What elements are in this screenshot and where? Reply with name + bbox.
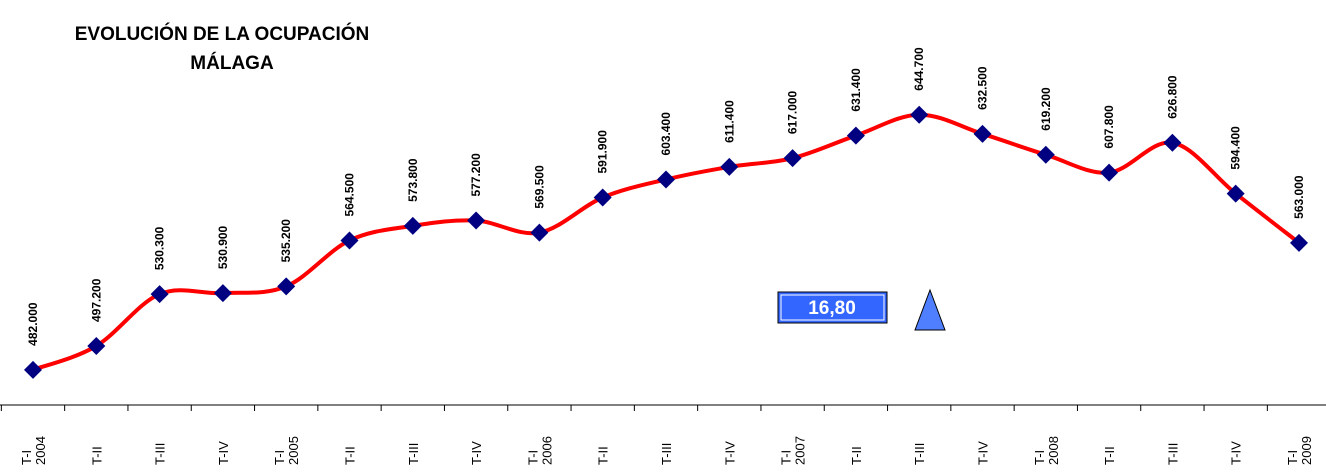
- data-label: 530.300: [153, 226, 167, 270]
- data-label: 564.500: [343, 173, 357, 217]
- annotation: 16,80: [808, 298, 856, 319]
- x-tick-label: T-IV: [1229, 441, 1244, 465]
- chart-subtitle: MÁLAGA: [190, 52, 274, 74]
- marker: [1226, 184, 1245, 203]
- marker: [783, 149, 802, 168]
- x-tick-label: T-III: [406, 443, 421, 465]
- x-tick-label: T-III: [1165, 443, 1180, 465]
- marker: [150, 285, 169, 304]
- marker: [1163, 133, 1182, 152]
- marker: [973, 124, 992, 143]
- marker: [1100, 163, 1119, 182]
- annotation-box-inner: [780, 294, 885, 321]
- data-label: 594.400: [1229, 126, 1243, 170]
- x-tick-label: T-I2007: [779, 436, 808, 465]
- data-label: 563.000: [1292, 175, 1306, 219]
- data-label: 626.800: [1165, 75, 1179, 119]
- marker: [277, 277, 296, 296]
- x-tick-label: T-I2005: [272, 436, 301, 465]
- x-tick-label: T-IV: [469, 441, 484, 465]
- marker: [467, 211, 486, 230]
- data-label: 631.400: [849, 68, 863, 112]
- marker: [213, 284, 232, 303]
- x-tick-label: T-I2004: [19, 436, 48, 465]
- data-label: 497.200: [89, 278, 103, 322]
- x-tick-label: T-IV: [216, 441, 231, 465]
- marker: [846, 126, 865, 145]
- triangle-icon: [914, 288, 946, 331]
- data-label: 632.500: [976, 66, 990, 110]
- x-tick-label: T-II: [1102, 446, 1117, 465]
- annotation-box: [777, 291, 888, 324]
- x-tick-label: T-IV: [976, 441, 991, 465]
- x-tick-label: T-II: [596, 446, 611, 465]
- data-label: 535.200: [279, 219, 293, 263]
- x-tick-label: T-II: [849, 446, 864, 465]
- x-tick-label: T-I2008: [1032, 436, 1061, 465]
- x-tick-label: T-I2009: [1285, 436, 1314, 465]
- data-label: 573.800: [406, 158, 420, 202]
- data-label: 617.000: [786, 90, 800, 134]
- marker: [1290, 233, 1308, 252]
- x-tick-label: T-III: [912, 443, 927, 465]
- marker: [403, 216, 422, 235]
- data-label: 644.700: [912, 47, 926, 91]
- x-tick-label: T-III: [659, 443, 674, 465]
- marker: [910, 105, 929, 124]
- data-label: 603.400: [659, 112, 673, 156]
- data-label: 619.200: [1039, 87, 1053, 131]
- marker: [657, 170, 675, 189]
- data-label: 607.800: [1102, 105, 1116, 149]
- data-label: 482.000: [26, 302, 40, 346]
- x-tick-label: T-II: [89, 446, 104, 465]
- chart-title: EVOLUCIÓN DE LA OCUPACIÓN: [75, 23, 370, 45]
- marker: [593, 188, 612, 207]
- marker: [24, 360, 42, 379]
- x-tick-label: T-II: [343, 446, 358, 465]
- marker: [1036, 145, 1055, 164]
- data-label: 611.400: [722, 100, 736, 143]
- x-tick-label: T-IV: [722, 441, 737, 465]
- marker: [530, 223, 549, 242]
- marker: [87, 336, 106, 355]
- marker: [340, 231, 359, 250]
- data-label: 530.900: [216, 225, 230, 269]
- data-label: 577.200: [469, 153, 483, 197]
- x-tick-label: T-I2006: [525, 436, 554, 465]
- marker: [720, 157, 739, 176]
- data-label: 591.900: [596, 130, 610, 174]
- data-label: 569.500: [532, 165, 546, 209]
- x-tick-label: T-III: [153, 443, 168, 465]
